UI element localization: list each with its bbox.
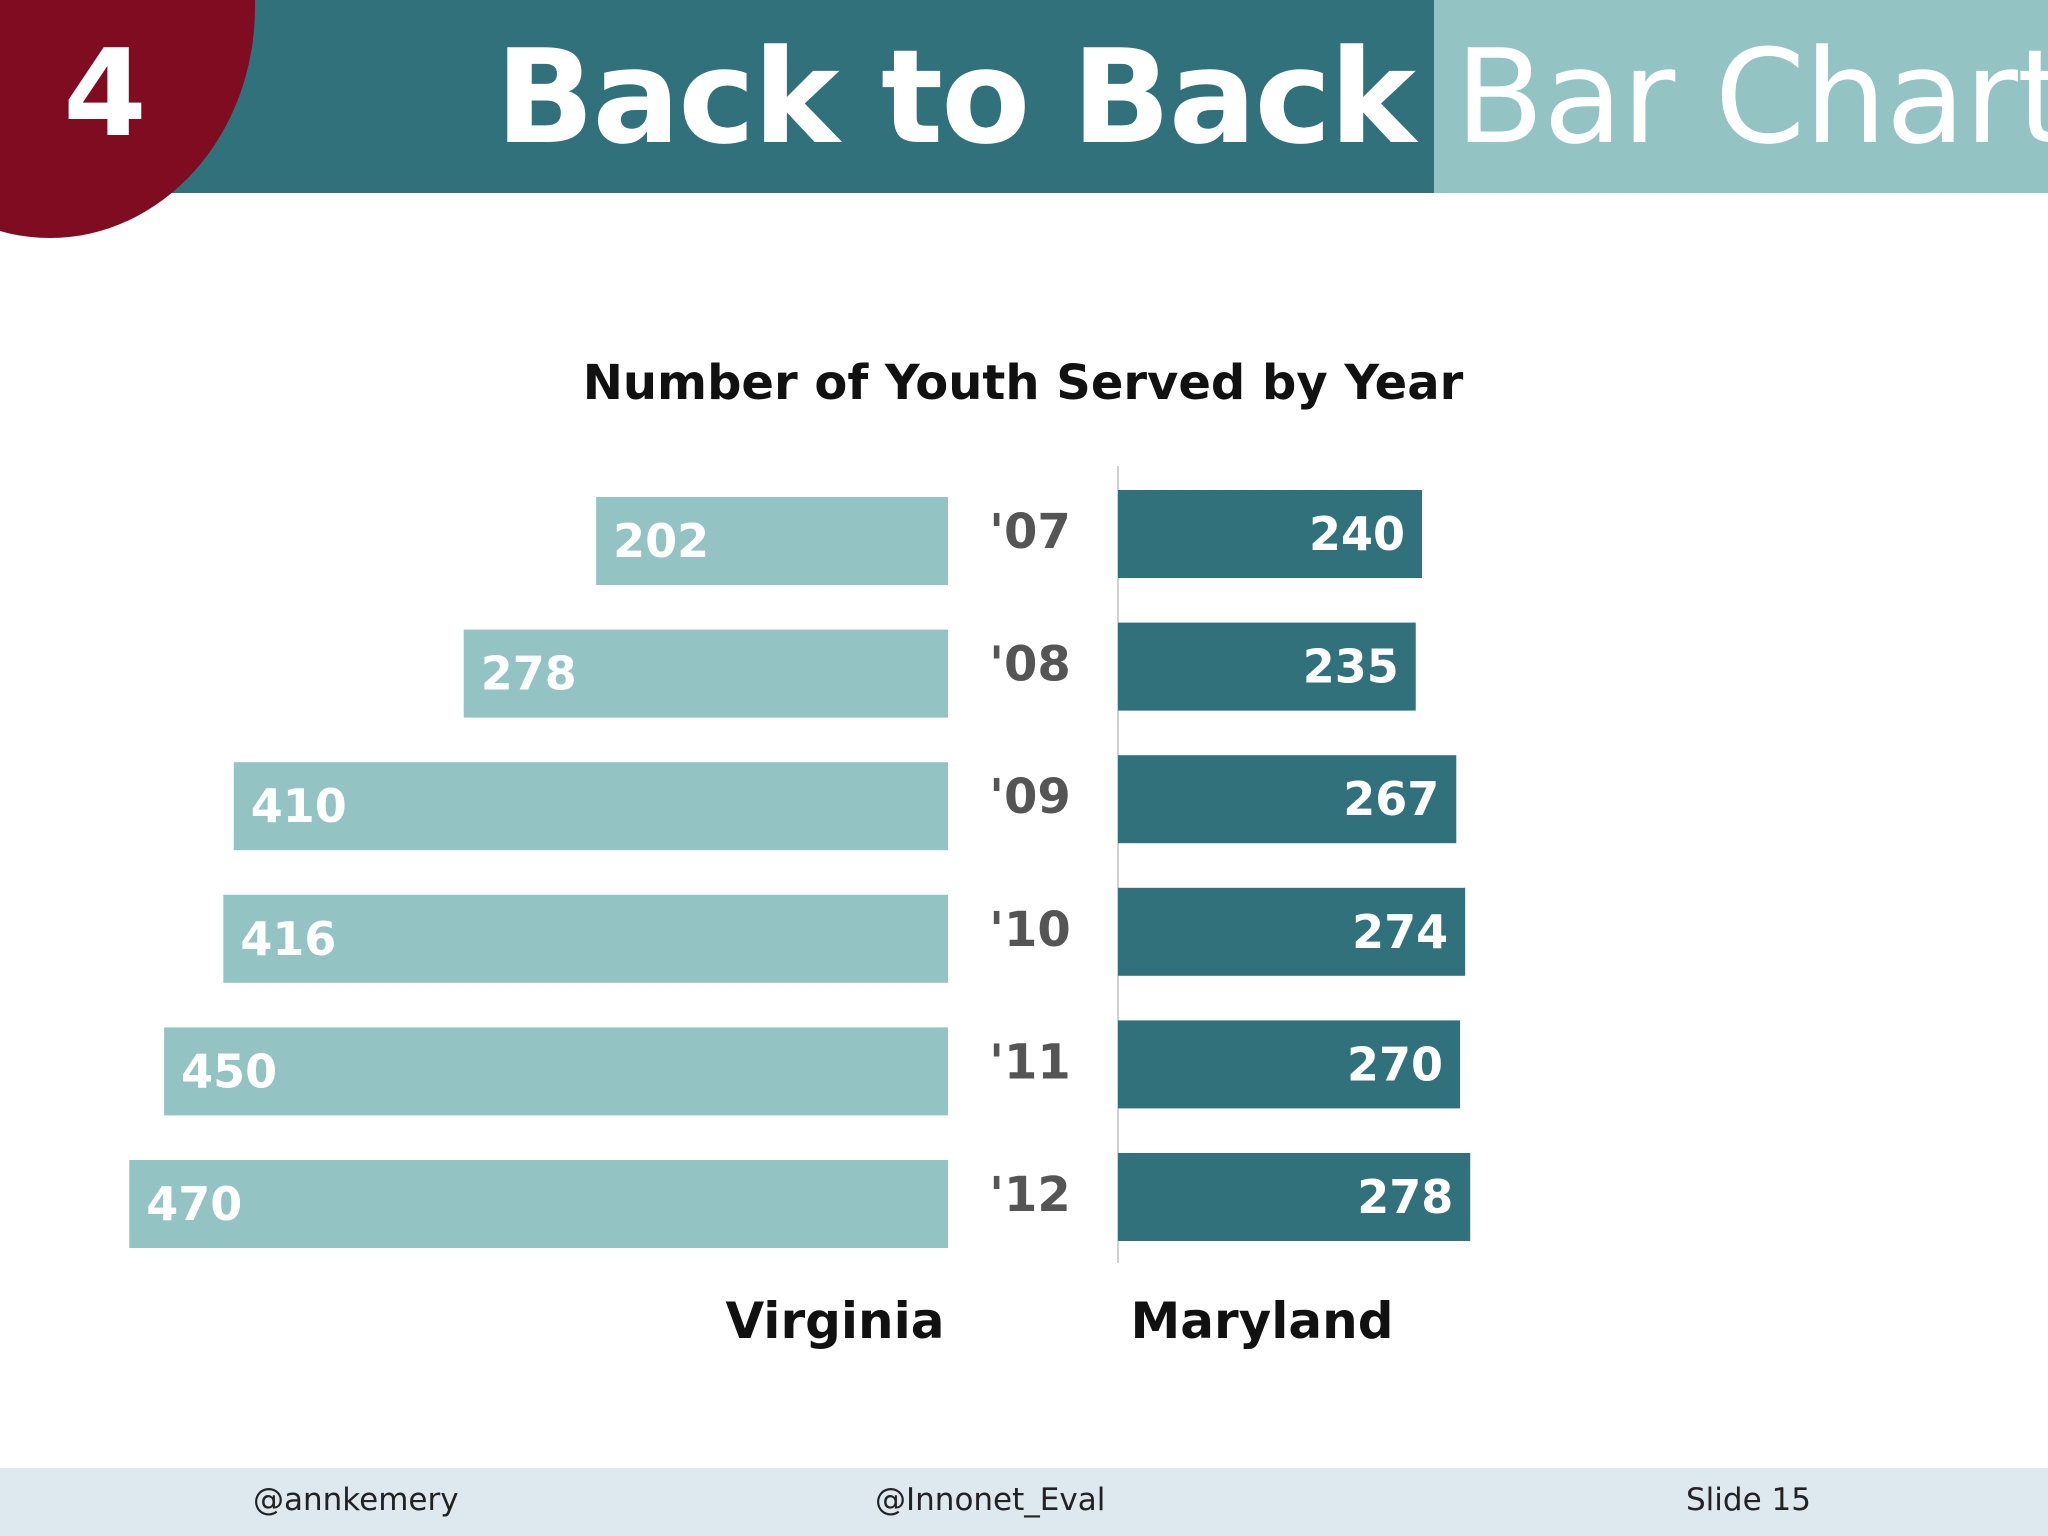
maryland-bar xyxy=(1118,1153,1471,1241)
virginia-data-label: 278 xyxy=(481,647,577,701)
slide-title-bold: Back to Back xyxy=(495,21,1416,173)
maryland-bar xyxy=(1118,887,1466,976)
header-light-band xyxy=(1434,0,2048,193)
virginia-bar xyxy=(596,497,948,585)
slide-number: 4 xyxy=(63,25,147,164)
maryland-data-label: 270 xyxy=(1347,1037,1443,1091)
virginia-data-label: 450 xyxy=(181,1044,277,1098)
maryland-data-label: 267 xyxy=(1343,772,1439,826)
series-label-virginia: Virginia xyxy=(725,1292,944,1350)
virginia-data-label: 470 xyxy=(146,1177,242,1231)
maryland-bar xyxy=(1118,622,1416,711)
virginia-bar xyxy=(129,1160,948,1248)
year-tick-label: '11 xyxy=(989,1034,1071,1090)
year-tick-label: '08 xyxy=(989,637,1071,693)
maryland-data-label: 240 xyxy=(1309,507,1405,561)
footer-slide-label: Slide 15 xyxy=(1686,1482,1811,1518)
chart-title-text: Number of Youth Served by Year xyxy=(582,355,1464,411)
maryland-data-label: 235 xyxy=(1303,640,1399,694)
virginia-data-label: 202 xyxy=(613,514,709,568)
year-tick-label: '09 xyxy=(989,769,1071,825)
virginia-bar xyxy=(223,894,948,983)
year-tick-label: '10 xyxy=(989,902,1071,958)
year-tick-label: '12 xyxy=(989,1167,1071,1223)
maryland-bar xyxy=(1118,755,1457,844)
virginia-bar xyxy=(233,762,948,851)
maryland-bar xyxy=(1118,1020,1461,1109)
year-tick-label: '07 xyxy=(989,504,1071,560)
virginia-bar xyxy=(164,1027,949,1116)
virginia-data-label: 416 xyxy=(240,912,336,966)
virginia-bar xyxy=(463,629,948,718)
maryland-data-label: 278 xyxy=(1357,1170,1453,1224)
chart-title: Number of Youth Served by Year xyxy=(0,355,2048,411)
footer-handle-left: @annkemery xyxy=(253,1482,459,1518)
footer-handle-center: @Innonet_Eval xyxy=(875,1482,1106,1518)
series-label-maryland: Maryland xyxy=(1130,1292,1393,1350)
virginia-data-label: 410 xyxy=(251,779,347,833)
maryland-data-label: 274 xyxy=(1352,905,1448,959)
maryland-bar xyxy=(1118,490,1423,578)
footer-bar xyxy=(0,1468,2048,1536)
slide-title-light: Bar Chart xyxy=(1455,21,2048,173)
